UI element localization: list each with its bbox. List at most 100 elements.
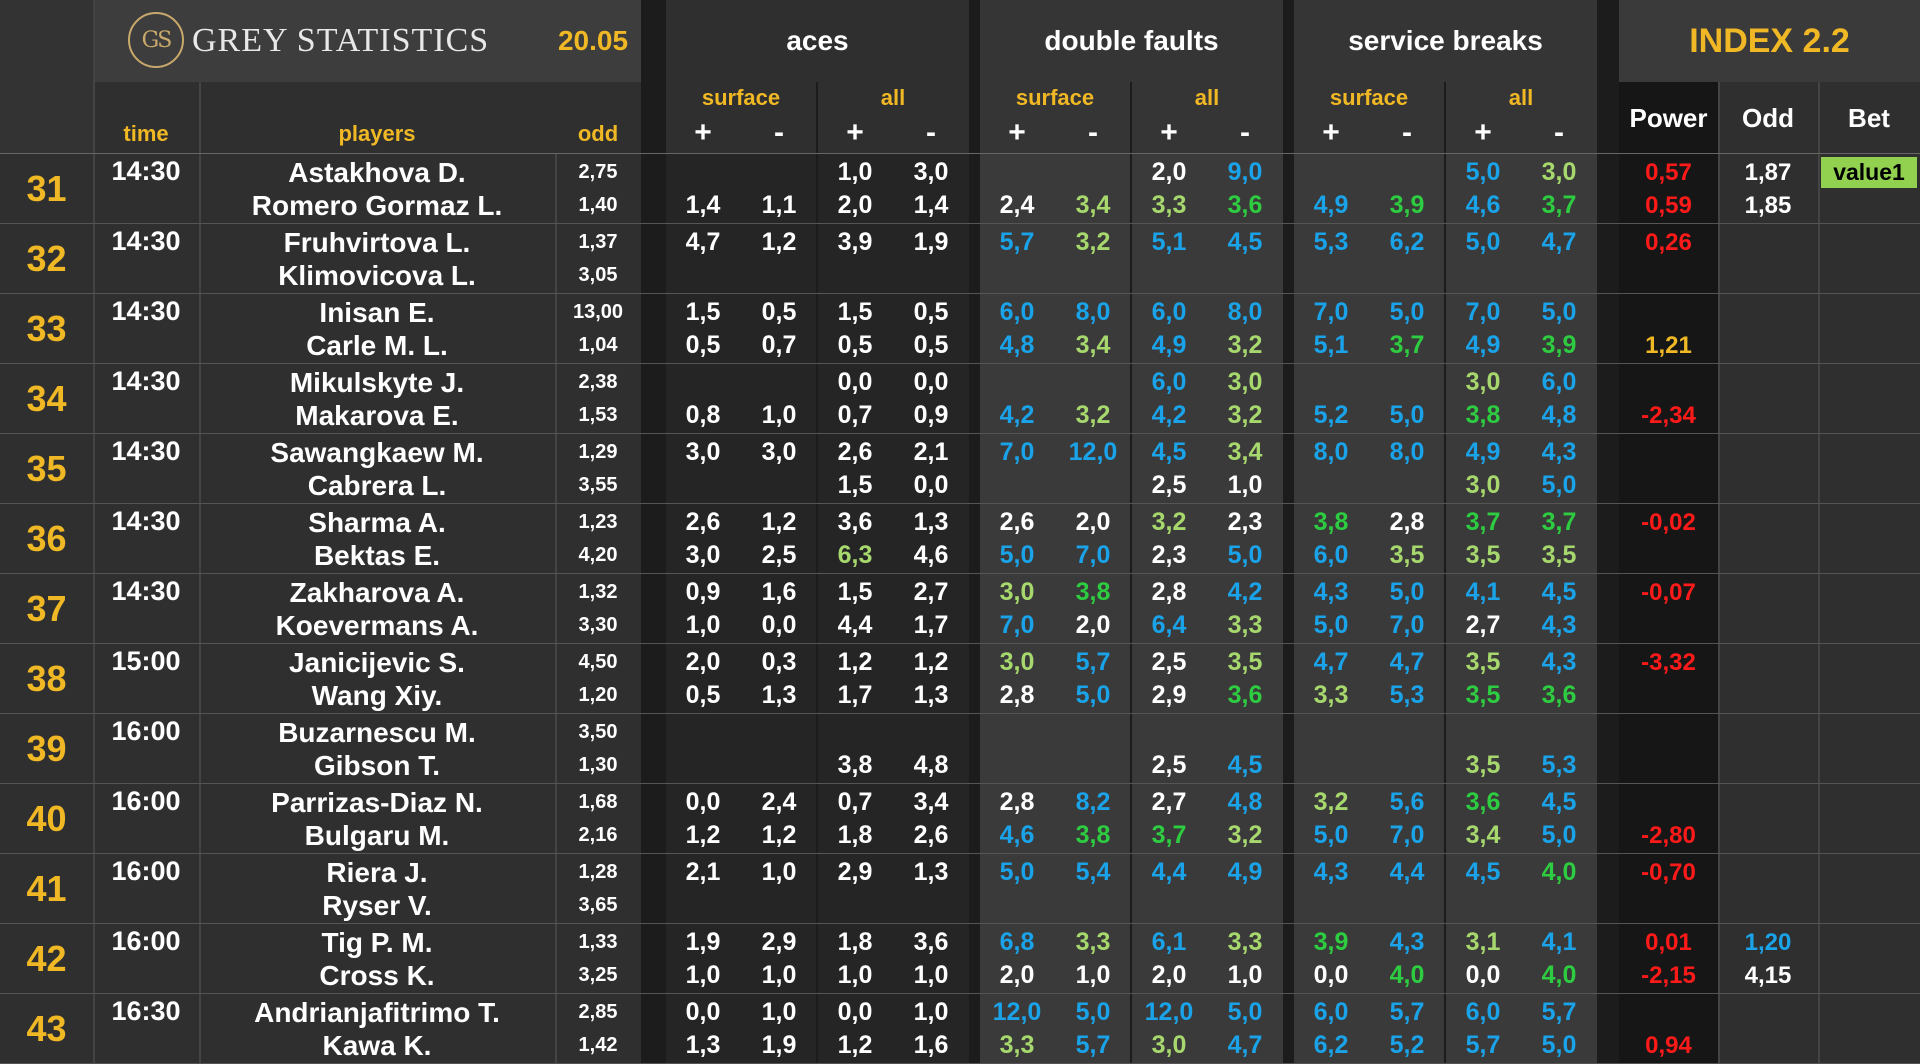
aces-minus-header: -	[774, 116, 784, 149]
stat-value: 7,0	[1313, 298, 1349, 326]
stat-value: 2,4	[999, 191, 1035, 219]
stat-value: 5,0	[1465, 158, 1501, 186]
stat-value: 1,5	[837, 578, 873, 606]
stat-value: 2,8	[1151, 578, 1187, 606]
match-time: 14:30	[111, 296, 181, 326]
stat-value: 2,8	[999, 788, 1035, 816]
stat-value: 4,8	[999, 331, 1035, 359]
stat-value: 5,3	[1313, 228, 1349, 256]
col-time-header: time	[123, 121, 169, 146]
stat-value: 1,2	[837, 1031, 873, 1059]
stat-value: 2,0	[1075, 508, 1111, 536]
stat-value: 2,8	[999, 681, 1035, 709]
stat-value: 4,6	[913, 541, 949, 569]
stat-value: 3,0	[1465, 368, 1501, 396]
player-odd: 1,29	[578, 441, 618, 463]
player-name: Cross K.	[319, 959, 435, 991]
stat-value: 3,0	[685, 438, 721, 466]
player-name: Astakhova D.	[288, 156, 466, 188]
stat-value: 0,0	[1313, 961, 1349, 989]
match-time: 16:30	[111, 996, 181, 1026]
stat-value: 2,6	[999, 508, 1035, 536]
power-value: 0,57	[1645, 158, 1692, 186]
stat-value: 5,2	[1389, 1031, 1425, 1059]
stat-value: 4,3	[1313, 578, 1349, 606]
player-odd: 1,53	[578, 404, 618, 426]
double-faults-minus-header: -	[1240, 116, 1250, 149]
stat-value: 4,3	[1541, 438, 1577, 466]
match-time: 16:00	[111, 716, 181, 746]
stat-value: 4,9	[1465, 331, 1501, 359]
stat-value: 1,2	[913, 648, 949, 676]
stat-value: 3,3	[999, 1031, 1035, 1059]
stat-value: 3,0	[1227, 368, 1263, 396]
stat-value: 6,4	[1151, 611, 1187, 639]
stat-value: 5,0	[1541, 1031, 1577, 1059]
stat-value: 3,8	[1465, 401, 1501, 429]
match-time: 14:30	[111, 226, 181, 256]
stat-value: 3,1	[1465, 928, 1501, 956]
stat-value: 6,8	[999, 928, 1035, 956]
stat-value: 6,2	[1389, 228, 1425, 256]
stat-value: 3,5	[1465, 648, 1501, 676]
stat-value: 0,5	[913, 298, 949, 326]
stat-value: 0,9	[913, 401, 949, 429]
stat-value: 0,0	[837, 998, 873, 1026]
player-odd: 1,68	[578, 791, 618, 813]
col-players-header: players	[338, 121, 416, 146]
stat-value: 4,9	[1151, 331, 1187, 359]
stat-value: 4,3	[1541, 648, 1577, 676]
stat-value: 4,7	[685, 228, 721, 256]
stat-value: 5,1	[1313, 331, 1349, 359]
stat-value: 3,5	[1227, 648, 1263, 676]
player-name: Carle M. L.	[306, 329, 448, 361]
group-double-faults-title: double faults	[1044, 25, 1219, 56]
player-odd: 13,00	[572, 301, 624, 323]
stat-value: 1,2	[837, 648, 873, 676]
match-number: 35	[26, 448, 67, 489]
match-time: 14:30	[111, 436, 181, 466]
stat-value: 2,0	[1151, 158, 1187, 186]
stat-value: 7,0	[999, 611, 1035, 639]
row-divider	[0, 503, 1920, 504]
stat-value: 3,8	[837, 751, 873, 779]
stat-value: 0,0	[913, 471, 949, 499]
stat-value: 5,0	[1075, 681, 1111, 709]
stat-value: 3,8	[1313, 508, 1349, 536]
stat-value: 1,2	[761, 821, 797, 849]
stat-value: 8,2	[1075, 788, 1111, 816]
stat-value: 3,3	[1227, 928, 1263, 956]
stat-value: 0,5	[685, 681, 721, 709]
aces-all-header: all	[880, 85, 906, 110]
service-breaks-minus-header: -	[1402, 116, 1412, 149]
stat-value: 1,9	[761, 1031, 797, 1059]
index-odd-value: 1,87	[1744, 158, 1792, 186]
service-breaks-plus-header: +	[1474, 116, 1492, 149]
stat-value: 3,4	[913, 788, 949, 816]
double-faults-all-header: all	[1194, 85, 1220, 110]
player-odd: 2,38	[578, 371, 618, 393]
stat-value: 3,6	[1541, 681, 1577, 709]
stat-value: 4,8	[913, 751, 949, 779]
stat-value: 1,2	[761, 228, 797, 256]
stat-value: 3,4	[1227, 438, 1263, 466]
stat-value: 5,7	[1075, 648, 1111, 676]
stat-value: 1,0	[837, 961, 873, 989]
stat-value: 2,5	[1151, 471, 1187, 499]
stat-value: 2,7	[1465, 611, 1501, 639]
stat-value: 3,0	[999, 578, 1035, 606]
stat-value: 4,4	[1151, 858, 1187, 886]
player-name: Cabrera L.	[307, 469, 447, 501]
player-odd: 3,50	[578, 721, 618, 743]
match-number: 32	[26, 238, 67, 279]
stat-value: 1,6	[913, 1031, 949, 1059]
stat-value: 0,5	[761, 298, 797, 326]
stat-value: 3,2	[1151, 508, 1187, 536]
stat-value: 5,0	[999, 541, 1035, 569]
stat-value: 6,0	[1313, 541, 1349, 569]
player-name: Tig P. M.	[321, 926, 433, 958]
bet-badge: value1	[1821, 157, 1917, 188]
stat-value: 3,5	[1465, 541, 1501, 569]
player-odd: 3,30	[578, 614, 618, 636]
stat-value: 0,0	[1465, 961, 1501, 989]
